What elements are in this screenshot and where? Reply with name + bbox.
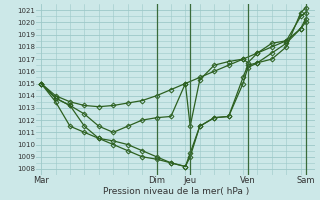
X-axis label: Pression niveau de la mer( hPa ): Pression niveau de la mer( hPa ) xyxy=(103,187,249,196)
